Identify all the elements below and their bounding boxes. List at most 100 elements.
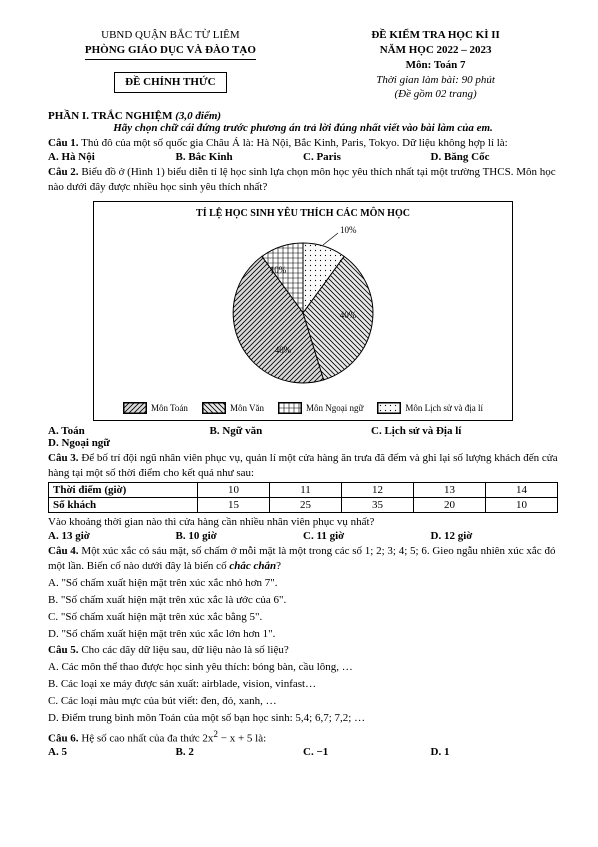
org-line-1: UBND QUẬN BẮC TỪ LIÊM [48, 28, 293, 43]
svg-text:40%: 40% [275, 345, 292, 355]
q6-opt-c: C. −1 [303, 746, 431, 758]
svg-text:10%: 10% [270, 265, 287, 275]
q2-a-text: A. Toán [48, 425, 85, 437]
q2-b-text: B. Ngữ văn [210, 425, 263, 437]
exam-title: ĐỀ KIỂM TRA HỌC KÌ II [313, 28, 558, 43]
q1-opt-d: D. Băng Cốc [431, 151, 559, 163]
q5-opt-d: D. Điểm trung bình môn Toán của một số b… [48, 711, 558, 726]
pct-10-label: 10% [340, 225, 357, 235]
question-3: Câu 3. Để bố trí đội ngũ nhân viên phục … [48, 451, 558, 481]
q3-b-text: B. 10 giờ [176, 530, 217, 542]
q3-opt-b: B. 10 giờ [176, 530, 304, 542]
cell: 10 [198, 483, 270, 498]
q6-text-after: − x + 5 là: [218, 732, 266, 744]
q1-c-text: C. Paris [303, 151, 341, 163]
header-right: ĐỀ KIỂM TRA HỌC KÌ II NĂM HỌC 2022 – 202… [313, 28, 558, 102]
q3-a-text: A. 13 giờ [48, 530, 90, 542]
question-1: Câu 1. Thủ đô của một số quốc gia Châu Á… [48, 136, 558, 151]
page-header: UBND QUẬN BẮC TỪ LIÊM PHÒNG GIÁO DỤC VÀ … [48, 28, 558, 102]
q2-options: A. Toán B. Ngữ văn C. Lịch sử và Địa lí … [48, 425, 558, 449]
question-4: Câu 4. Một xúc xắc có sáu mặt, số chấm ở… [48, 544, 558, 574]
q4-opt-b: B. "Số chấm xuất hiện mặt trên xúc xắc l… [48, 593, 558, 608]
q3-after: Vào khoảng thời gian nào thì cửa hàng cầ… [48, 515, 558, 530]
q4-opt-a: A. "Số chấm xuất hiện mặt trên xúc xắc n… [48, 576, 558, 591]
q3-d-text: D. 12 giờ [431, 530, 473, 542]
pie-svg: 10% 10% 40% 40% [188, 223, 418, 393]
q6-label: Câu 6. [48, 732, 79, 744]
q5-text: Cho các dãy dữ liệu sau, dữ liệu nào là … [79, 644, 289, 656]
cell: 11 [270, 483, 342, 498]
q4-label: Câu 4. [48, 545, 79, 557]
legend-toan-text: Môn Toán [151, 403, 188, 413]
q1-label: Câu 1. [48, 137, 79, 149]
q2-opt-a: A. Toán [48, 425, 210, 437]
q3-label: Câu 3. [48, 452, 79, 464]
q2-opt-c: C. Lịch sử và Địa lí [371, 425, 558, 437]
q5-opt-a: A. Các môn thể thao được học sinh yêu th… [48, 660, 558, 675]
chart-title: TỈ LỆ HỌC SINH YÊU THÍCH CÁC MÔN HỌC [104, 208, 502, 219]
q6-opt-a: A. 5 [48, 746, 176, 758]
table-row: Số khách 15 25 35 20 10 [49, 498, 558, 513]
q1-text: Thủ đô của một số quốc gia Châu Á là: Hà… [79, 137, 508, 149]
legend-toan: Môn Toán [123, 402, 188, 414]
q3-options: A. 13 giờ B. 10 giờ C. 11 giờ D. 12 giờ [48, 530, 558, 542]
cell: 20 [414, 498, 486, 513]
q5-opt-c: C. Các loại màu mực của bút viết: đen, đ… [48, 694, 558, 709]
question-5: Câu 5. Cho các dãy dữ liệu sau, dữ liệu … [48, 643, 558, 658]
svg-text:40%: 40% [340, 310, 357, 320]
school-year: NĂM HỌC 2022 – 2023 [313, 43, 558, 58]
q3-text: Để bố trí đội ngũ nhân viên phục vụ, quả… [48, 452, 558, 479]
cell: 35 [342, 498, 414, 513]
q4-opt-d: D. "Số chấm xuất hiện mặt trên xúc xắc l… [48, 627, 558, 642]
q1-a-text: A. Hà Nội [48, 151, 95, 163]
q6-opt-d: D. 1 [431, 746, 559, 758]
pie-chart-box: TỈ LỆ HỌC SINH YÊU THÍCH CÁC MÔN HỌC [93, 201, 513, 421]
chart-legend: Môn Toán Môn Văn Môn Ngoại ngữ Môn Lịch … [104, 402, 502, 414]
page-count: (Đề gồm 02 trang) [313, 87, 558, 102]
q3-table: Thời điểm (giờ) 10 11 12 13 14 Số khách … [48, 482, 558, 513]
q1-opt-a: A. Hà Nội [48, 151, 176, 163]
official-stamp: ĐỀ CHÍNH THỨC [114, 72, 226, 93]
legend-nn: Môn Ngoại ngữ [278, 402, 363, 414]
q1-opt-c: C. Paris [303, 151, 431, 163]
exam-page: UBND QUẬN BẮC TỪ LIÊM PHÒNG GIÁO DỤC VÀ … [0, 0, 598, 847]
q2-label: Câu 2. [48, 166, 79, 178]
legend-van: Môn Văn [202, 402, 264, 414]
q6-b-text: B. 2 [176, 746, 194, 758]
duration: Thời gian làm bài: 90 phút [313, 73, 558, 88]
q1-opt-b: B. Bắc Kinh [176, 151, 304, 163]
legend-ls-text: Môn Lịch sử và địa lí [405, 403, 483, 413]
cell: 13 [414, 483, 486, 498]
cell: 25 [270, 498, 342, 513]
q6-opt-b: B. 2 [176, 746, 304, 758]
cell: 14 [486, 483, 558, 498]
legend-nn-text: Môn Ngoại ngữ [306, 403, 363, 413]
q6-c-text: C. −1 [303, 746, 328, 758]
cell: 10 [486, 498, 558, 513]
question-2: Câu 2. Biểu đồ ở (Hình 1) biểu diễn tỉ l… [48, 165, 558, 195]
q1-options: A. Hà Nội B. Bắc Kinh C. Paris D. Băng C… [48, 151, 558, 163]
q4-text: Một xúc xắc có sáu mặt, số chấm ở mỗi mặ… [48, 545, 555, 572]
q3-opt-a: A. 13 giờ [48, 530, 176, 542]
part1-points: (3,0 điểm) [175, 110, 221, 122]
org-line-2: PHÒNG GIÁO DỤC VÀ ĐÀO TẠO [85, 43, 256, 60]
pie-chart: 10% 10% 40% 40% [104, 223, 502, 396]
q6-text-before: Hệ số cao nhất của đa thức 2x [79, 732, 214, 744]
q2-d-text: D. Ngoại ngữ [48, 437, 110, 449]
cell: 15 [198, 498, 270, 513]
q2-opt-b: B. Ngữ văn [210, 425, 372, 437]
q1-b-text: B. Bắc Kinh [176, 151, 233, 163]
table-row: Thời điểm (giờ) 10 11 12 13 14 [49, 483, 558, 498]
header-left: UBND QUẬN BẮC TỪ LIÊM PHÒNG GIÁO DỤC VÀ … [48, 28, 293, 102]
q6-a-text: A. 5 [48, 746, 67, 758]
q5-label: Câu 5. [48, 644, 79, 656]
q4-opt-c: C. "Số chấm xuất hiện mặt trên xúc xắc b… [48, 610, 558, 625]
q3-opt-c: C. 11 giờ [303, 530, 431, 542]
q4-qmark: ? [276, 560, 281, 572]
row2-label: Số khách [49, 498, 198, 513]
question-6: Câu 6. Hệ số cao nhất của đa thức 2x2 − … [48, 728, 558, 747]
q2-text: Biểu đồ ở (Hình 1) biểu diễn tỉ lệ học s… [48, 166, 556, 193]
legend-ls: Môn Lịch sử và địa lí [377, 402, 483, 414]
q5-opt-b: B. Các loại xe máy được sản xuất: airbla… [48, 677, 558, 692]
q2-c-text: C. Lịch sử và Địa lí [371, 425, 461, 437]
